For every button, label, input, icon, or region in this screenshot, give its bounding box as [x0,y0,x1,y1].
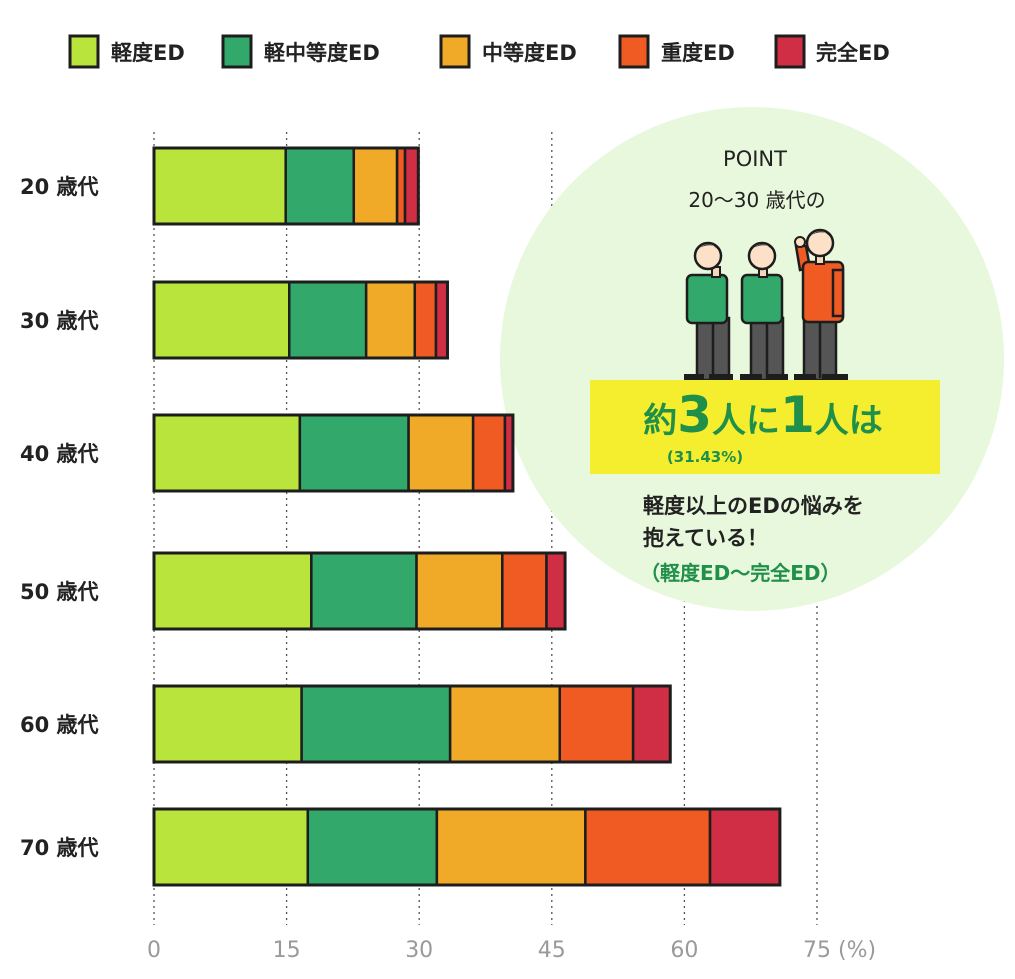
bar-segment [435,807,587,887]
bar-segment [152,807,310,887]
category-label: 20 歳代 [20,175,99,199]
legend-item: 軽中等度ED [221,34,380,69]
callout-percent: (31.43%) [667,448,743,466]
tick-label: 30 [405,938,433,963]
tick-label: 75 (%) [803,938,876,963]
bar-segment [407,413,475,493]
legend-swatch-complete [774,34,806,69]
bar-segment [403,146,420,226]
bar-segment [152,551,313,631]
callout-title: POINT [723,147,787,171]
headline-part: 人は [815,401,883,441]
bar-segment [415,551,504,631]
bar-segment [300,684,452,764]
bar-segment [298,413,410,493]
legend-swatch-mild [68,34,100,69]
legend-swatch-mild-moderate [221,34,253,69]
callout-body-line1: 軽度以上のEDの悩みを [643,494,864,518]
legend: 軽度ED 軽中等度ED 中等度ED 重度ED 完全ED [68,34,890,69]
category-labels: 20 歳代 30 歳代 40 歳代 50 歳代 60 歳代 70 歳代 [20,175,99,860]
callout-subtitle: 20〜30 歳代の [688,188,825,212]
bar-outline [152,551,567,631]
bar-segment [306,807,439,887]
headline-number: 3 [677,386,712,444]
legend-label: 軽中等度ED [264,41,380,65]
bar-segment [584,807,712,887]
legend-label: 重度ED [661,41,735,65]
category-label: 60 歳代 [20,713,99,737]
tick-label: 45 [538,938,566,963]
bar-outline [152,146,420,226]
bar-outline [152,807,782,887]
person-icon [684,241,733,382]
callout-body-line2: 抱えている！ [643,526,768,550]
legend-item: 重度ED [618,34,735,69]
bar-segment [631,684,672,764]
bar-segment [471,413,507,493]
bar-segment [284,146,356,226]
callout-note: （軽度ED〜完全ED） [640,561,841,585]
category-label: 50 歳代 [20,580,99,604]
bar-segment [501,551,548,631]
legend-label: 軽度ED [111,41,185,65]
bar-segment [152,413,302,493]
tick-label: 0 [147,938,161,963]
bar-segment [152,280,291,360]
bar-segment [152,684,303,764]
legend-label: 中等度ED [482,41,577,65]
person-raising-hand-icon [794,228,848,382]
x-axis-ticks: 0 15 30 45 60 75 (%) [147,938,876,963]
bar-outline [152,280,449,360]
callout-headline: 約3人に1人は [643,386,883,444]
legend-item: 完全ED [774,34,890,69]
category-label: 70 歳代 [20,836,99,860]
bar-segment [558,684,635,764]
bar-segment [352,146,399,226]
bar-segment [413,280,438,360]
point-callout: POINT 20〜30 歳代の [500,107,1004,611]
headline-part: 人に [712,401,780,441]
category-label: 30 歳代 [20,309,99,333]
legend-item: 軽度ED [68,34,185,69]
tick-label: 60 [670,938,698,963]
bar-segment [448,684,562,764]
bar-segment [288,280,368,360]
bar-outline [152,684,672,764]
bars [152,146,782,887]
legend-swatch-moderate [439,34,471,69]
bar-segment [434,280,449,360]
bar-segment [152,146,287,226]
legend-label: 完全ED [816,41,890,65]
headline-banner [590,380,940,474]
bar-segment [708,807,782,887]
bar-segment [545,551,567,631]
legend-item: 中等度ED [439,34,577,69]
headline-number: 1 [780,386,815,444]
bar-segment [364,280,417,360]
tick-label: 15 [273,938,301,963]
bar-segment [310,551,418,631]
category-label: 40 歳代 [20,442,99,466]
headline-part: 約 [643,401,677,441]
bar-outline [152,413,515,493]
person-icon [740,241,788,382]
legend-swatch-severe [618,34,650,69]
